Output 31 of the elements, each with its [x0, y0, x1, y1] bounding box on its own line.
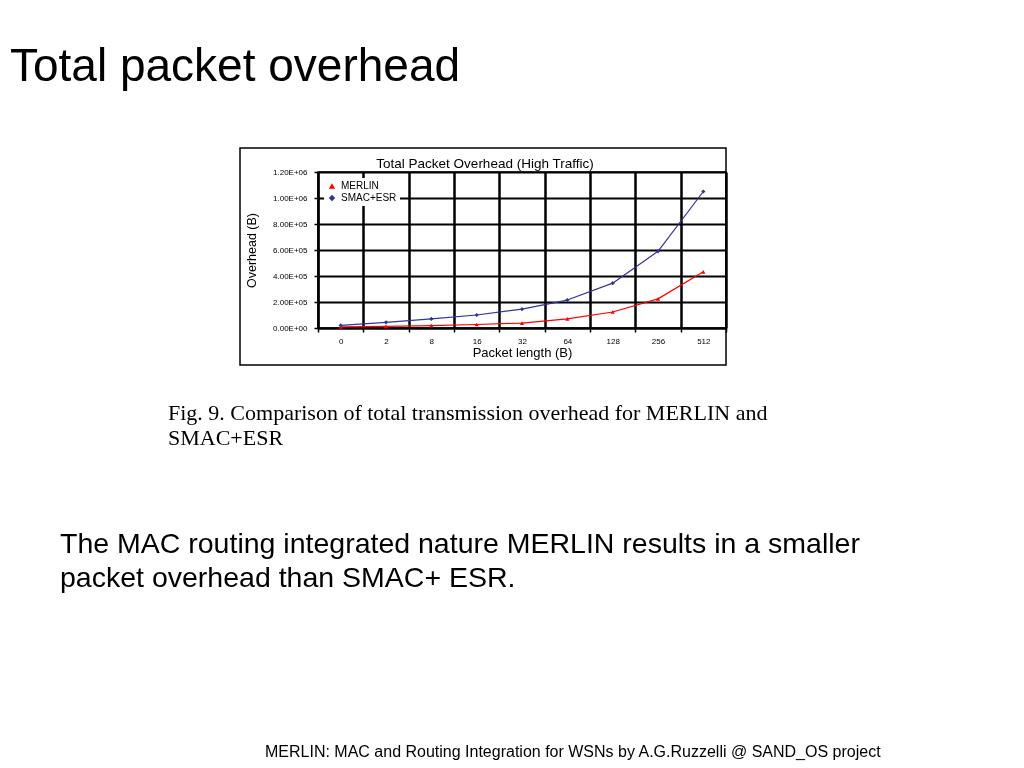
point [519, 321, 525, 325]
chart-subtitle: Total Packet Overhead (High Traffic) [376, 156, 594, 171]
y-tick-label: 6.00E+05 [273, 245, 309, 255]
y-tick-label: 1.00E+06 [273, 193, 309, 203]
x-tick-label: 8 [429, 336, 435, 346]
x-axis-title: Packet length (B) [472, 344, 573, 360]
x-tick-label: 64 [563, 336, 573, 346]
point [701, 270, 706, 274]
y-tick-label: 0.00E+00 [273, 323, 309, 333]
chart-title: Total packet overhead [10, 39, 461, 91]
x-tick-label: 16 [472, 336, 483, 346]
x-tick-label: 128 [606, 336, 621, 346]
legend-label: MERLIN [341, 180, 379, 191]
y-tick-label: 4.00E+05 [273, 271, 309, 281]
x-tick-label: 32 [518, 336, 528, 346]
text: MERLIN: MAC and Routing Integration for WSNs by A.G.Ruzzelli @ SAND_OS project [265, 743, 882, 761]
legend-label: SMAC+ESR [341, 192, 397, 203]
caption: Fig. 9. Comparison of total transmission overhead for MERLIN and SMAC+ESR [168, 400, 768, 450]
point [655, 297, 661, 301]
y-tick-label: 8.00E+05 [273, 219, 309, 229]
point [383, 324, 389, 329]
y-tick-label: 2.00E+05 [273, 297, 309, 307]
x-tick-label: 256 [651, 336, 666, 346]
y-tick-label: 1.20E+06 [273, 167, 309, 177]
point [565, 317, 570, 321]
point [610, 310, 615, 314]
y-axis-title: Overhead (B) [245, 212, 260, 289]
x-tick-label: 0 [338, 336, 344, 346]
x-tick-label: 512 [697, 336, 712, 346]
text: The MAC routing integrated nature MERLIN results in a smaller packet overhead than SMAC+ ESR. [60, 527, 861, 593]
x-tick-label: 2 [384, 336, 390, 346]
